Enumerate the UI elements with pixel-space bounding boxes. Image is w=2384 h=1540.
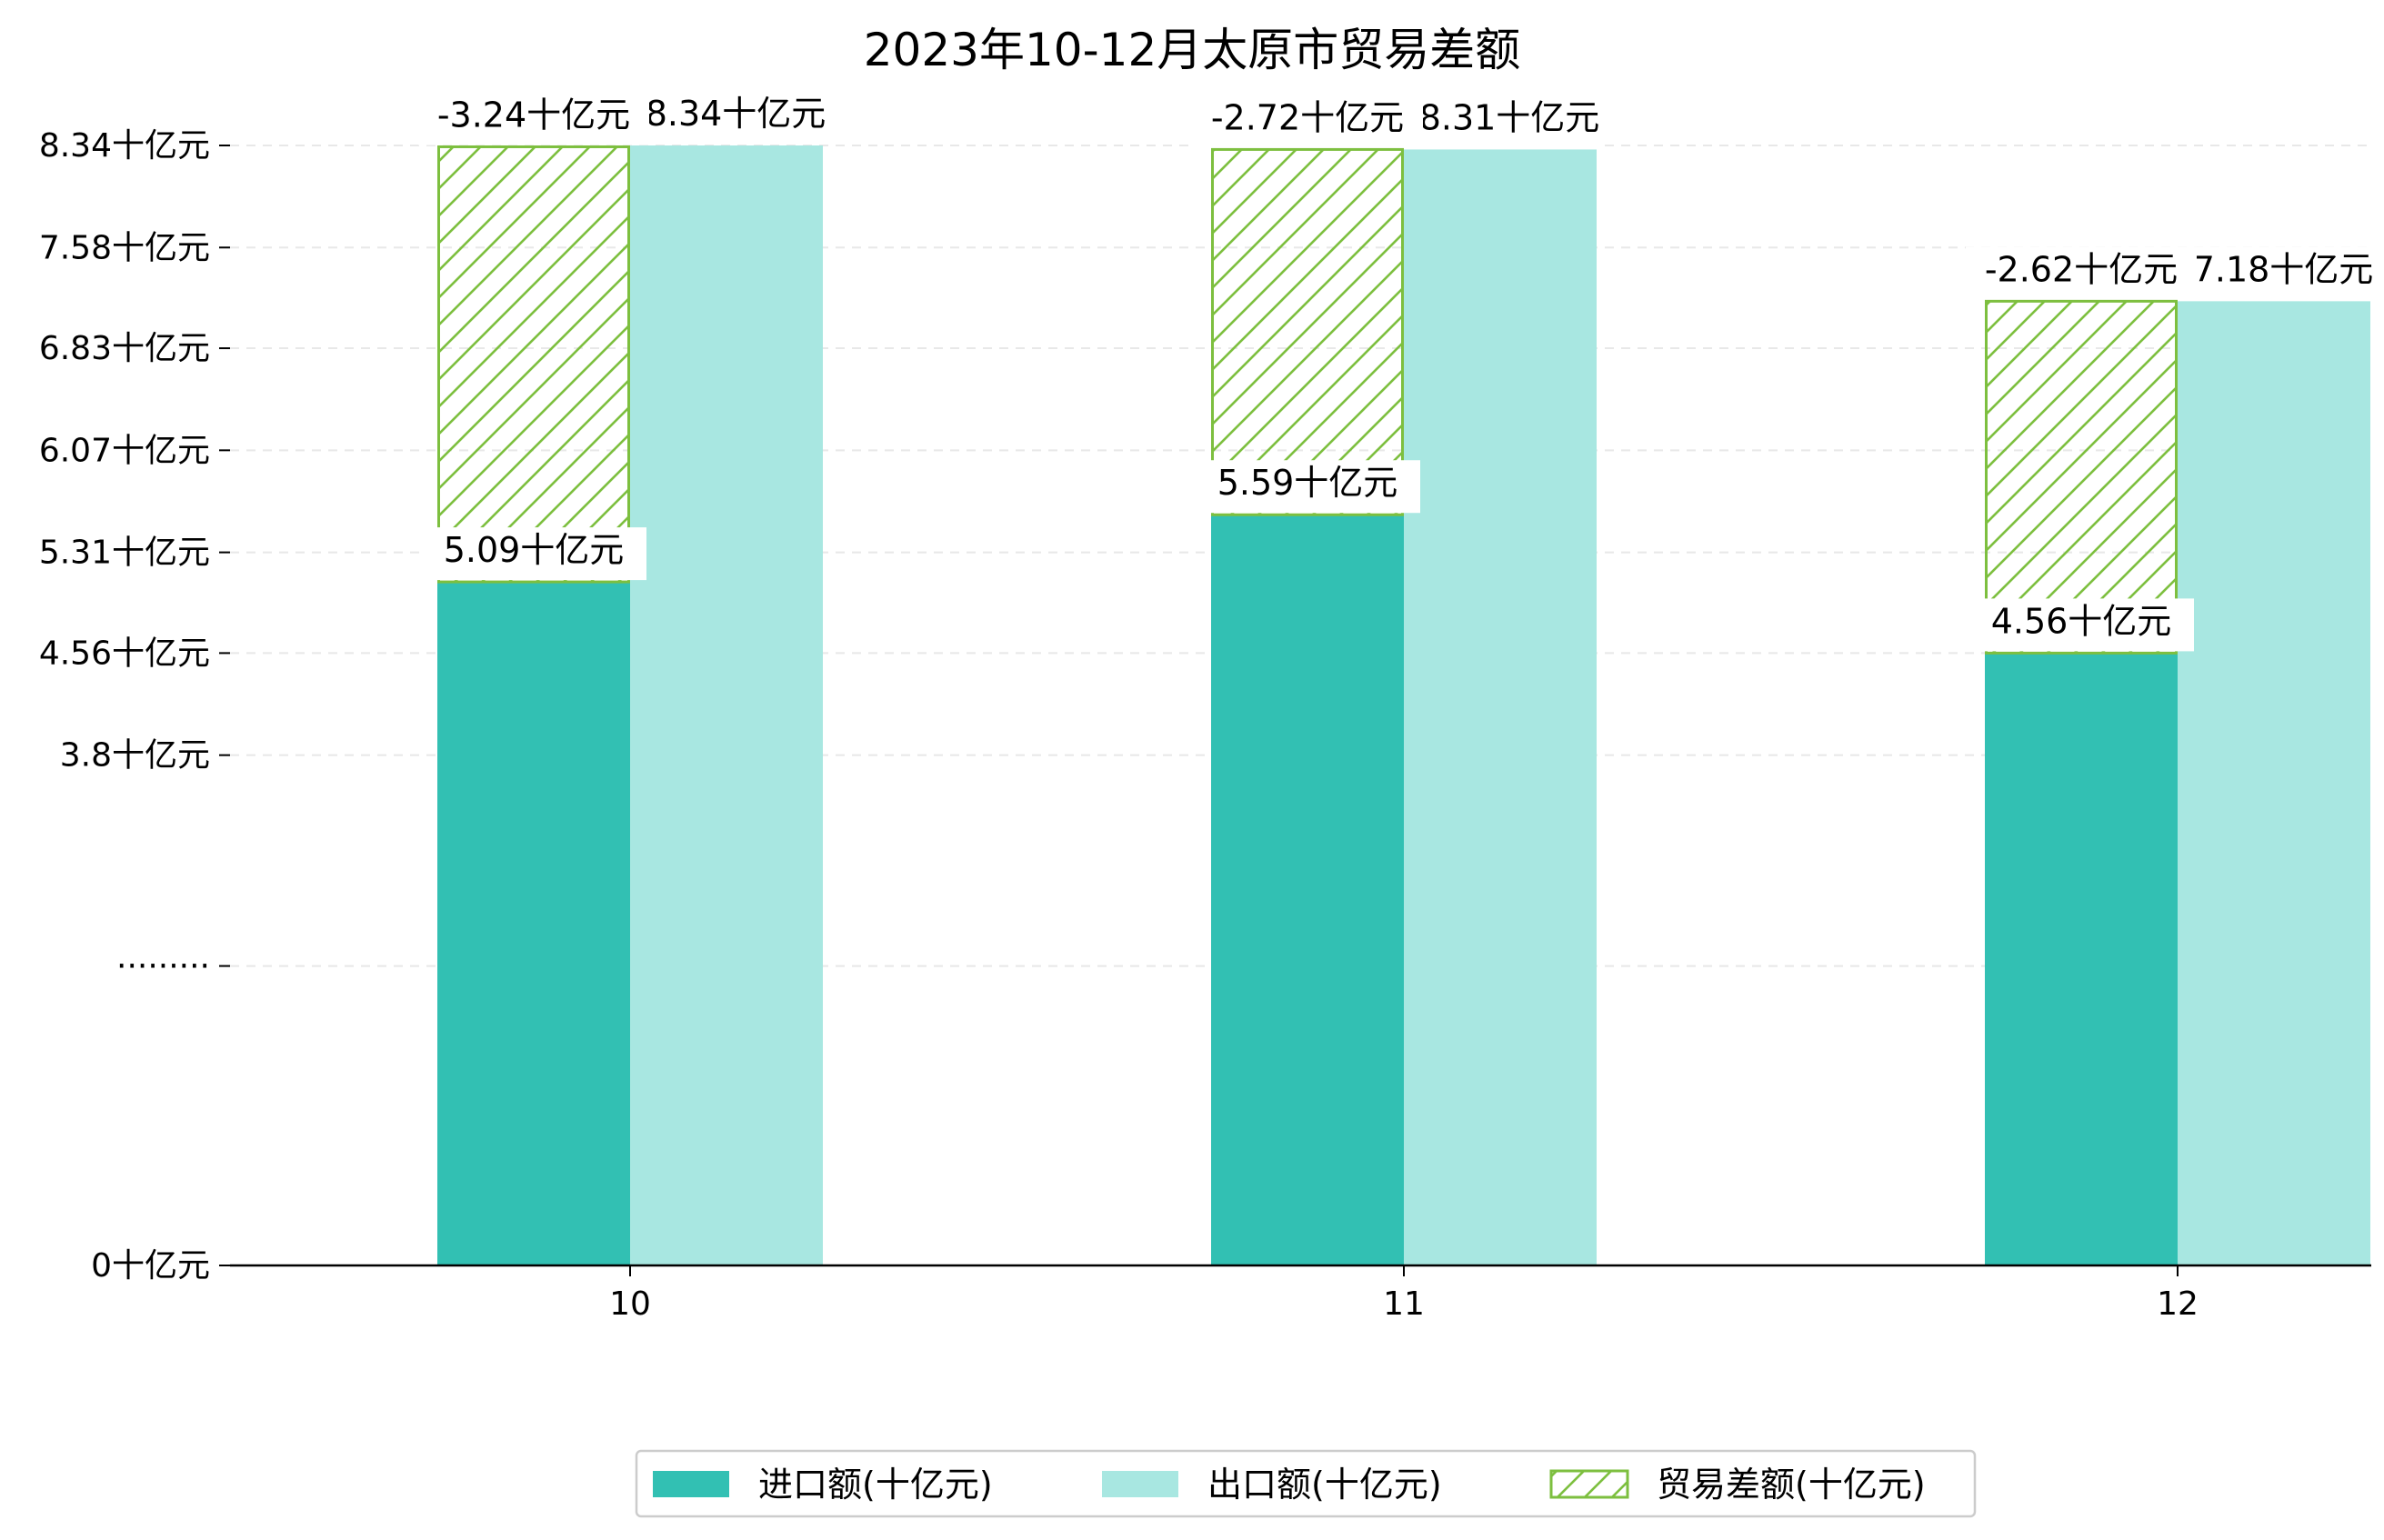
data-label: 4.56十亿元 — [1968, 598, 2194, 652]
legend-item: 进口额(十亿元) — [653, 1465, 993, 1505]
y-tick-label: 6.07十亿元 — [39, 432, 210, 469]
y-tick-label: 7.58十亿元 — [39, 229, 210, 266]
legend-item: 贸易差额(十亿元) — [1549, 1465, 1926, 1505]
data-label-background — [1966, 246, 2197, 300]
x-tick-label: 10 — [609, 1285, 651, 1323]
data-label-text: 8.31十亿元 — [1419, 97, 1600, 137]
data-label-text: -2.62十亿元 — [1985, 249, 2178, 289]
legend-swatch — [653, 1471, 729, 1497]
legend-label: 进口额(十亿元) — [758, 1465, 993, 1505]
data-label-background — [646, 91, 825, 144]
data-label-background — [2194, 246, 2372, 300]
legend-swatch — [1102, 1471, 1178, 1497]
data-label-text: 8.34十亿元 — [646, 94, 826, 134]
import-bar — [437, 582, 630, 1265]
data-label-text: 5.59十亿元 — [1217, 463, 1398, 503]
trade-balance-bar — [1211, 147, 1404, 516]
y-tick-label: 8.34十亿元 — [39, 127, 210, 165]
y-tick-label: ········· — [116, 948, 210, 985]
data-label-background — [1968, 598, 2194, 652]
data-label-background — [1195, 460, 1420, 514]
import-bar — [1211, 515, 1404, 1265]
legend-frame — [635, 1449, 1977, 1518]
x-tick-label: 11 — [1383, 1285, 1425, 1323]
data-label-text: 5.09十亿元 — [444, 530, 625, 570]
y-tick-label: 0十亿元 — [91, 1247, 210, 1285]
data-label: 8.31十亿元 — [1419, 95, 1600, 148]
y-tick-label: 5.31十亿元 — [39, 535, 210, 572]
data-label-background — [1420, 95, 1598, 148]
chart-title: 2023年10-12月太原市贸易差额 — [864, 24, 1521, 76]
data-label-text: 4.56十亿元 — [1991, 601, 2172, 641]
data-label-background — [1192, 95, 1423, 148]
data-label-text: -2.72十亿元 — [1211, 97, 1404, 137]
axes: 0十亿元 ········· 3.8十亿元 4.56十亿元 5.31十亿元 6.07十亿元… — [39, 127, 2371, 1323]
trade-balance-bar — [437, 145, 630, 584]
trade-balance-bar — [1985, 299, 2178, 655]
data-label: 8.34十亿元 — [646, 91, 826, 144]
bars — [437, 145, 2370, 1266]
import-bar — [1985, 653, 2178, 1265]
legend-swatch — [1549, 1469, 1629, 1499]
data-label: 5.09十亿元 — [421, 527, 646, 581]
legend: 进口额(十亿元) 出口额(十亿元) 贸易差额(十亿元) — [635, 1449, 1977, 1518]
x-tick-label: 12 — [2157, 1285, 2199, 1323]
data-label: 7.18十亿元 — [2193, 246, 2374, 300]
data-label-background — [421, 527, 646, 581]
y-tick-label: 4.56十亿元 — [39, 635, 210, 672]
legend-label: 出口额(十亿元) — [1207, 1465, 1442, 1505]
data-label: -2.72十亿元 — [1192, 95, 1423, 148]
legend-item: 出口额(十亿元) — [1102, 1465, 1442, 1505]
data-label-text: 7.18十亿元 — [2193, 249, 2374, 289]
y-tick-label: 6.83十亿元 — [39, 330, 210, 367]
y-tick-label: 3.8十亿元 — [60, 737, 210, 775]
data-label-text: -3.24十亿元 — [437, 95, 630, 135]
data-label: -2.62十亿元 — [1966, 246, 2197, 300]
export-bar — [630, 145, 823, 1265]
export-bar — [1404, 149, 1597, 1266]
data-labels: 5.09十亿元 8.34十亿元 -3.24十亿元 5.59十亿元 8.31十亿元 -2.7… — [418, 91, 2374, 652]
data-label: -3.24十亿元 — [418, 92, 649, 145]
data-label: 5.59十亿元 — [1195, 460, 1420, 514]
legend-label: 贸易差额(十亿元) — [1657, 1465, 1926, 1505]
export-bar — [2178, 301, 2370, 1265]
data-label-background — [418, 92, 649, 145]
